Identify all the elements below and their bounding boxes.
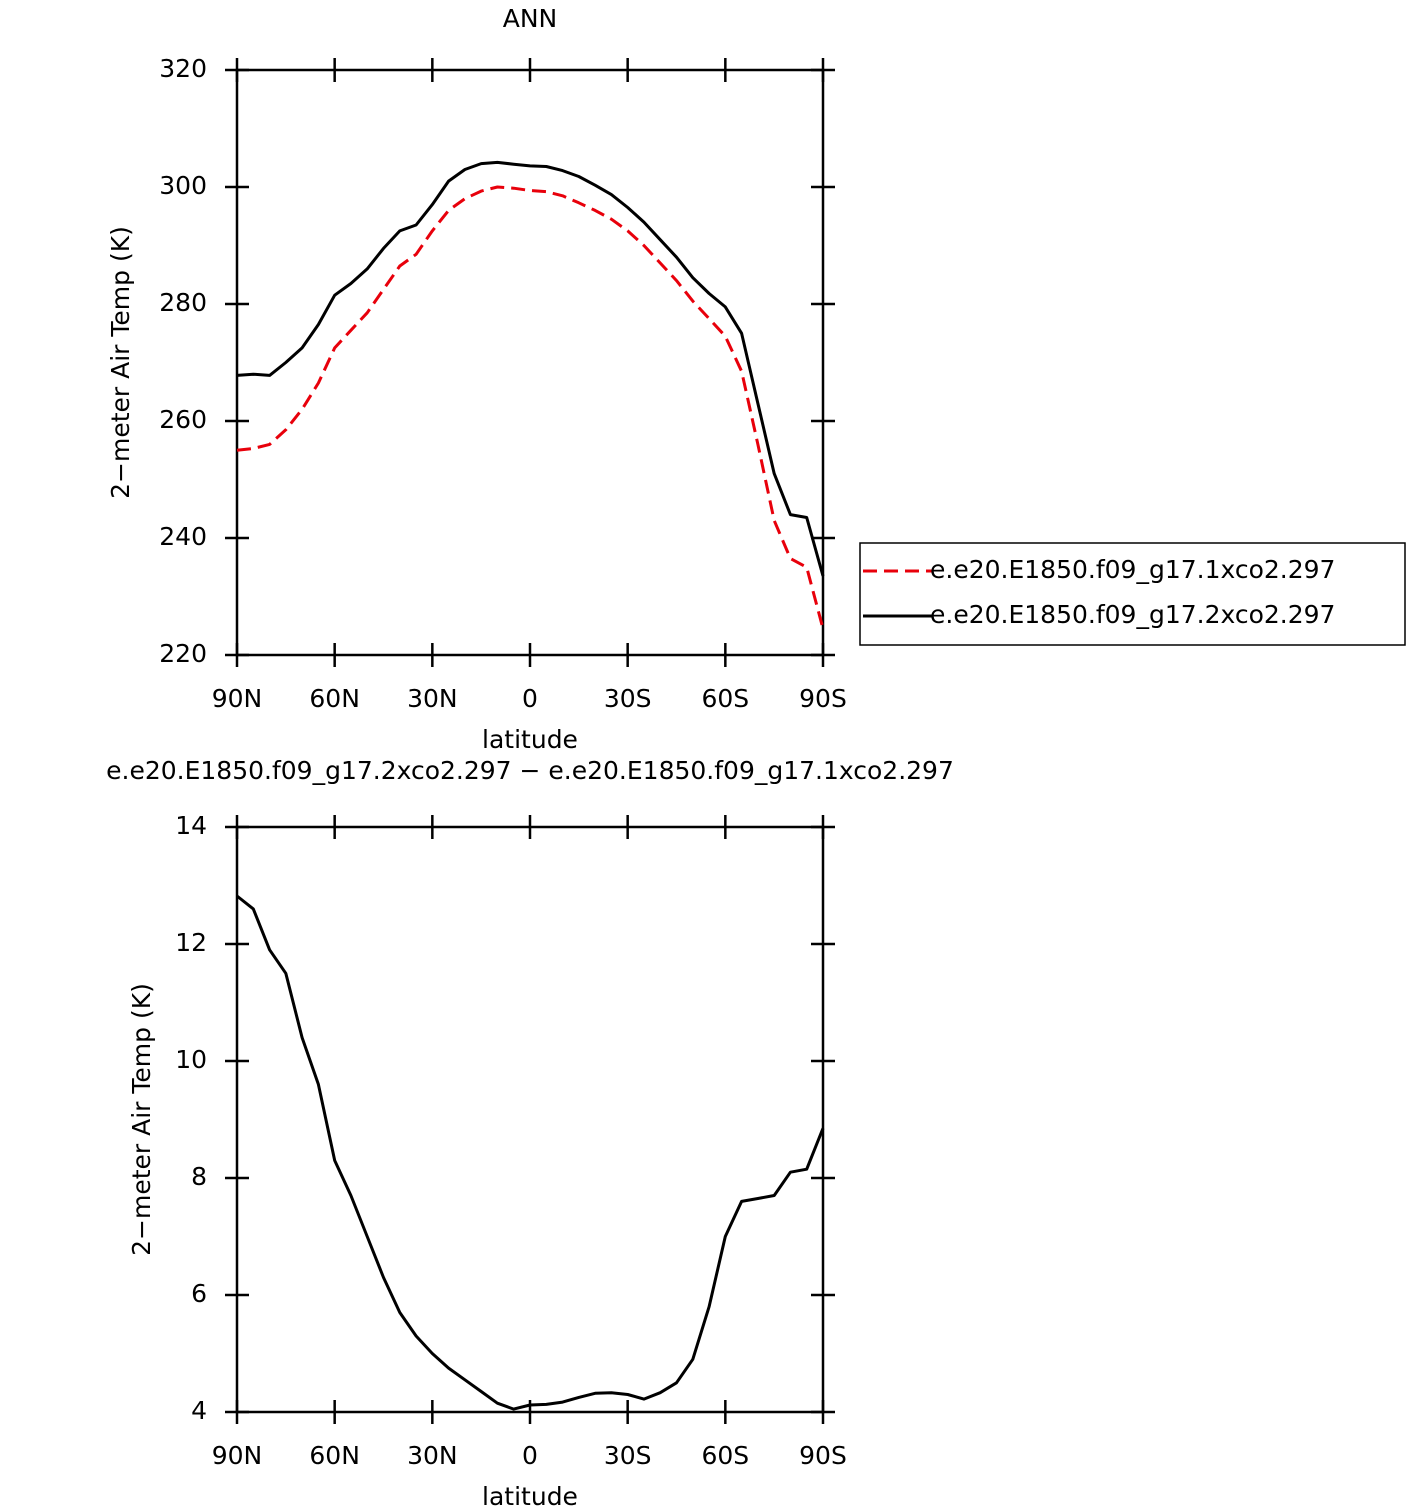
x-tick-label: 30S bbox=[604, 684, 652, 713]
legend-label: e.e20.E1850.f09_g17.1xco2.297 bbox=[930, 555, 1335, 584]
plot-frame bbox=[235, 825, 825, 1414]
x-tick-label: 60N bbox=[309, 1441, 360, 1470]
y-tick-label: 10 bbox=[175, 1045, 207, 1074]
legend-box bbox=[859, 542, 1406, 646]
x-tick-label: 60S bbox=[701, 684, 749, 713]
x-tick-label: 90N bbox=[212, 684, 263, 713]
legend-label: e.e20.E1850.f09_g17.2xco2.297 bbox=[930, 600, 1335, 629]
x-tick-label: 30N bbox=[407, 684, 458, 713]
y-tick-label: 6 bbox=[191, 1279, 207, 1308]
y-tick-label: 240 bbox=[159, 522, 207, 551]
data-line bbox=[236, 185, 825, 630]
y-tick-label: 220 bbox=[159, 639, 207, 668]
chart-title: e.e20.E1850.f09_g17.2xco2.297 − e.e20.E1… bbox=[106, 756, 954, 785]
x-tick-label: 90S bbox=[799, 1441, 847, 1470]
x-tick-label: 0 bbox=[522, 1441, 538, 1470]
y-axis-label: 2−meter Air Temp (K) bbox=[127, 983, 156, 1256]
x-axis-label: latitude bbox=[482, 1482, 578, 1511]
y-tick-label: 8 bbox=[191, 1162, 207, 1191]
x-tick-label: 0 bbox=[522, 684, 538, 713]
y-tick-label: 320 bbox=[159, 54, 207, 83]
x-tick-label: 90N bbox=[212, 1441, 263, 1470]
x-tick-label: 30N bbox=[407, 1441, 458, 1470]
y-tick-label: 260 bbox=[159, 405, 207, 434]
y-tick-label: 4 bbox=[191, 1396, 207, 1425]
x-tick-label: 60N bbox=[309, 684, 360, 713]
y-tick-label: 300 bbox=[159, 171, 207, 200]
plot-frame bbox=[235, 68, 825, 657]
data-line bbox=[236, 160, 825, 577]
x-axis-label: latitude bbox=[482, 725, 578, 754]
x-tick-label: 30S bbox=[604, 1441, 652, 1470]
y-axis-label: 2−meter Air Temp (K) bbox=[106, 226, 135, 499]
x-tick-label: 90S bbox=[799, 684, 847, 713]
y-tick-label: 14 bbox=[175, 811, 207, 840]
data-line bbox=[236, 894, 825, 1411]
x-tick-label: 60S bbox=[701, 1441, 749, 1470]
chart-title: ANN bbox=[503, 4, 558, 33]
y-tick-label: 280 bbox=[159, 288, 207, 317]
y-tick-label: 12 bbox=[175, 928, 207, 957]
